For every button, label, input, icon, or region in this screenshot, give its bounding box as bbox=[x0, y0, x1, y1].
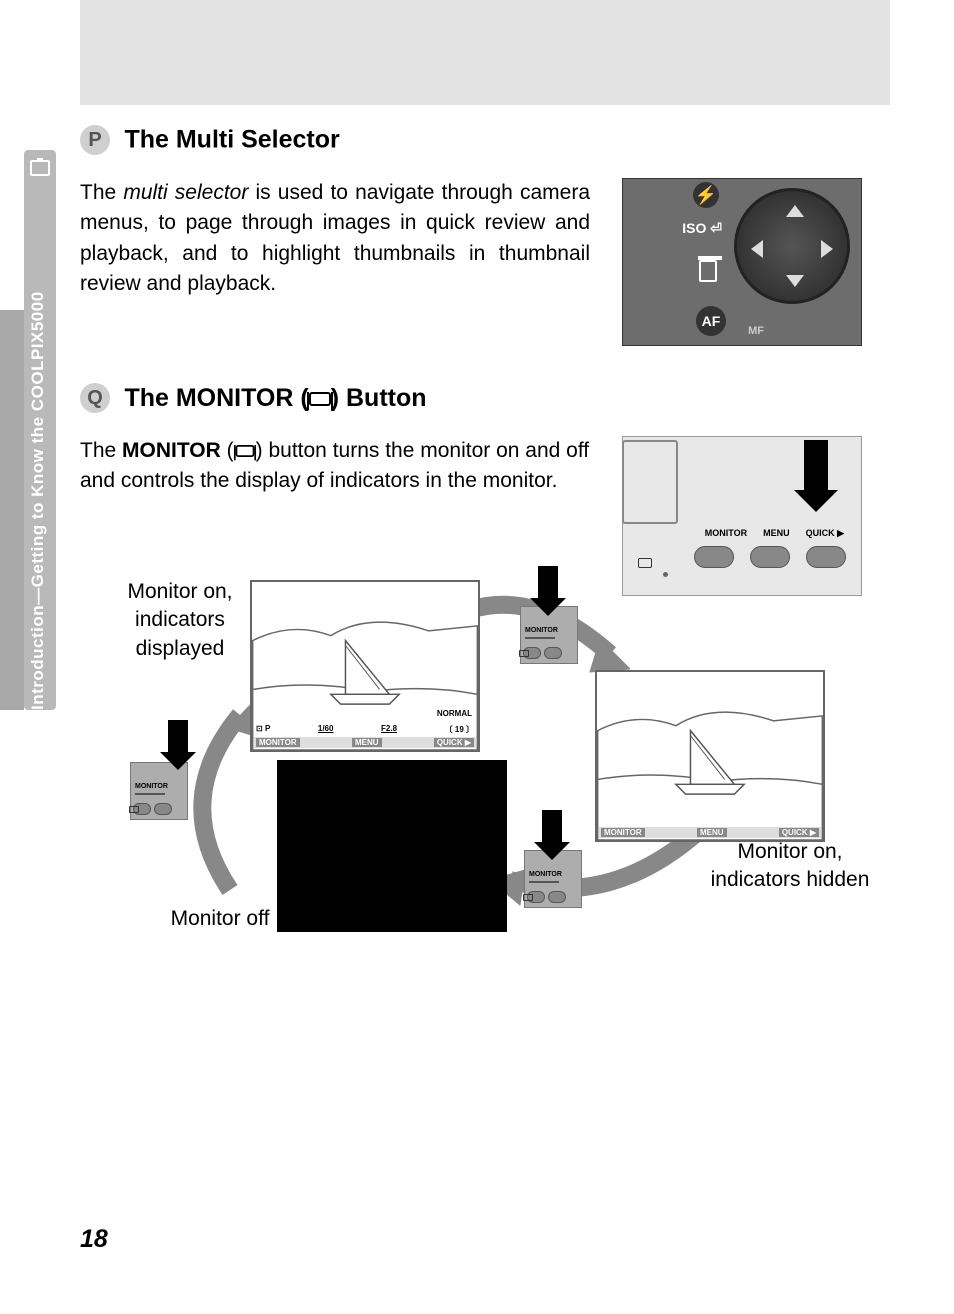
monitor-screen-edge bbox=[622, 440, 678, 524]
screen-tl-bottom-row: MONITOR MENU QUICK ▶ bbox=[254, 737, 476, 748]
top-gray-box bbox=[80, 0, 890, 105]
mb-btn-monitor bbox=[694, 546, 734, 568]
page-number: 18 bbox=[80, 1225, 108, 1254]
big-arrow-down-icon bbox=[804, 440, 828, 492]
monitor-rect-icon bbox=[638, 558, 652, 568]
flash-icon: ⚡ bbox=[693, 182, 719, 208]
body-p-prefix: The bbox=[80, 181, 123, 204]
pad-down-icon bbox=[786, 275, 804, 287]
trash-icon bbox=[699, 260, 717, 282]
sidebar-vertical-text: Introduction—Getting to Know the COOLPIX… bbox=[28, 190, 52, 710]
pad-right-icon bbox=[821, 240, 833, 258]
iso-label: ISO ⏎ bbox=[682, 220, 722, 237]
mb-label-monitor: MONITOR bbox=[705, 528, 747, 539]
multiselector-pad bbox=[734, 188, 850, 304]
sidebar-edge-tab bbox=[0, 310, 24, 710]
diagram-label-monitor-on-hidden: Monitor on, indicators hidden bbox=[710, 838, 870, 895]
af-icon: AF bbox=[696, 306, 726, 336]
monitor-glyph-icon-inline bbox=[235, 446, 254, 458]
section-title-p: The Multi Selector bbox=[124, 126, 339, 154]
section-title-q: The MONITOR () Button bbox=[124, 384, 426, 412]
arrow-down-icon-2 bbox=[538, 566, 558, 600]
diagram-label-monitor-on-indicators: Monitor on, indicators displayed bbox=[100, 578, 260, 663]
mb-btn-quick bbox=[806, 546, 846, 568]
monitor-cycle-diagram: Monitor on, indicators displayed Monitor… bbox=[100, 570, 870, 950]
screen-monitor-on-hidden: MONITOR MENU QUICK ▶ bbox=[595, 670, 825, 842]
mb-btn-menu bbox=[750, 546, 790, 568]
monitor-glyph-icon bbox=[309, 392, 331, 406]
arrow-down-icon-3 bbox=[542, 810, 562, 844]
screen-tl-row-values: ⊡ P 1/60 F2.8 NORMAL 〔 19 〕 bbox=[254, 723, 476, 736]
screen-br-bottom-row: MONITOR MENU QUICK ▶ bbox=[599, 827, 821, 838]
mf-label: MF bbox=[748, 325, 764, 337]
mb-label-menu: MENU bbox=[763, 528, 790, 539]
section-letter-p: P bbox=[80, 125, 110, 155]
section-q-heading: Q The MONITOR () Button bbox=[80, 383, 427, 413]
screen-monitor-on-indicators: ⊡ P 1/60 F2.8 NORMAL 〔 19 〕 MONITOR MENU… bbox=[250, 580, 480, 752]
pad-up-icon bbox=[786, 205, 804, 217]
section-p-heading: P The Multi Selector bbox=[80, 125, 340, 155]
small-monitor-button-1: MONITOR bbox=[130, 762, 188, 820]
camera-icon bbox=[30, 160, 50, 176]
body-p-italic: multi selector bbox=[123, 181, 248, 204]
pad-left-icon bbox=[751, 240, 763, 258]
screen-monitor-off bbox=[277, 760, 507, 932]
monitor-button-row bbox=[690, 542, 850, 572]
arrow-down-icon-1 bbox=[168, 720, 188, 754]
section-q-body: The MONITOR () button turns the monitor … bbox=[80, 436, 590, 497]
monitor-button-labels: MONITOR MENU QUICK ▶ bbox=[705, 528, 844, 539]
section-letter-q: Q bbox=[80, 383, 110, 413]
section-p-body: The multi selector is used to navigate t… bbox=[80, 178, 590, 300]
mb-label-quick: QUICK ▶ bbox=[806, 528, 844, 539]
